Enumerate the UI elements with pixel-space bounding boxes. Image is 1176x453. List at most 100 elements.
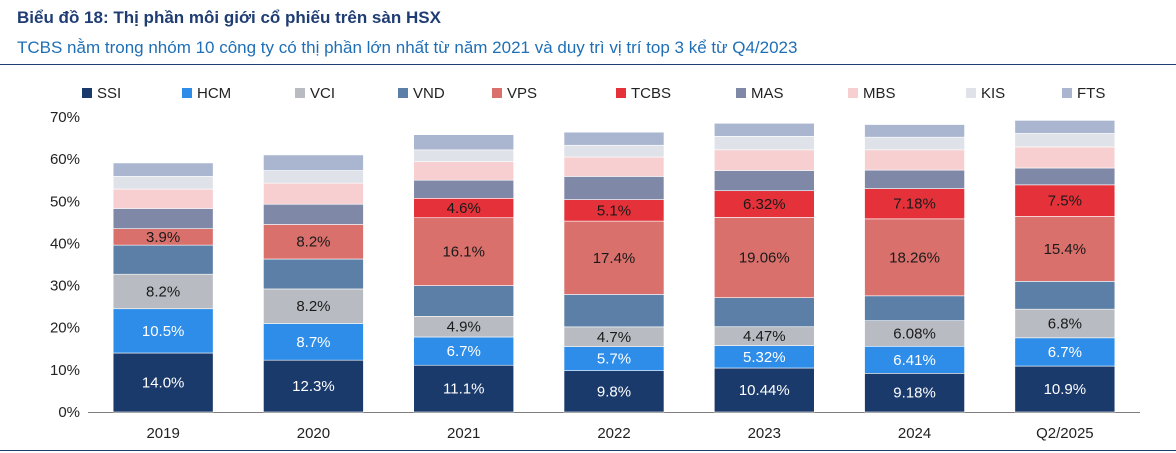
legend-label-vci: VCI [310,85,335,102]
legend-label-hcm: HCM [197,85,231,102]
bar-segment-fts [112,162,214,177]
footer-divider [0,450,1176,451]
x-tick-label: 2019 [146,425,179,442]
bar-segment-mbs [413,161,515,181]
data-label-ssi: 14.0% [142,375,185,392]
data-label-vci: 6.08% [893,325,936,342]
bar-segment-hcm [563,346,665,371]
data-label-vci: 4.9% [447,319,481,336]
y-tick-label: 70% [50,109,80,126]
bar-segment-hcm [112,308,214,354]
y-tick-label: 50% [50,193,80,210]
bar-segment-vps [413,217,515,286]
bar-segment-vnd [864,295,965,321]
legend-swatch-hcm [182,88,192,98]
x-tick-label: 2021 [447,425,480,442]
data-label-vci: 6.8% [1048,316,1082,333]
bar-segment-kis [1014,133,1116,148]
data-label-vps: 16.1% [442,244,485,261]
chart-subtitle: TCBS nằm trong nhóm 10 công ty có thị ph… [17,38,798,57]
bar-segment-mbs [263,182,364,205]
x-tick-label: 2023 [748,425,781,442]
bar-segment-kis [263,170,364,184]
x-tick-label: 2022 [597,425,630,442]
data-label-vci: 4.47% [743,328,786,345]
data-label-vps: 8.2% [296,234,330,251]
bar-segment-vnd [1014,281,1116,310]
bar-segment-mas [563,176,665,200]
legend-label-tcbs: TCBS [631,85,671,102]
bar-segment-hcm [1014,337,1116,367]
data-label-vci: 8.2% [146,283,180,300]
data-label-vci: 8.2% [296,298,330,315]
data-label-tcbs: 6.32% [743,196,786,213]
data-label-vps: 18.26% [889,249,940,266]
bar-segment-mas [413,179,515,199]
legend-swatch-vps [492,88,502,98]
bar-segment-ssi [112,352,214,413]
data-label-hcm: 6.41% [893,352,936,369]
bar-segment-vps [1014,216,1116,282]
x-tick-label: Q2/2025 [1036,425,1094,442]
bar-segment-fts [1014,120,1116,134]
stacked-bar-chart: SSI HCM VCI VND VPS TCBS MAS MBS KIS FTS 0% 10% 20% 3… [50,85,1140,442]
legend-label-vnd: VND [413,85,445,102]
data-label-tcbs: 4.6% [447,200,481,217]
bar-segment-vps [713,217,815,298]
bar-segment-ssi [413,364,515,413]
x-tick-label: 2024 [898,425,931,442]
legend-label-fts: FTS [1077,85,1105,102]
data-label-vps: 15.4% [1044,241,1087,258]
legend-swatch-kis [966,88,976,98]
y-tick-label: 40% [50,235,80,252]
legend-swatch-ssi [82,88,92,98]
legend-label-mas: MAS [751,85,784,102]
bar-segment-mas [1014,167,1116,186]
data-label-hcm: 5.7% [597,351,631,368]
legend-swatch-tcbs [616,88,626,98]
data-label-ssi: 12.3% [292,378,335,395]
legend-label-mbs: MBS [863,85,896,102]
data-label-tcbs: 5.1% [597,202,631,219]
bar-segment-fts [413,134,515,151]
bar-segment-tcbs [1014,184,1116,217]
bar-segment-vnd [563,294,665,328]
y-tick-label: 60% [50,151,80,168]
bar-segment-fts [563,131,665,146]
legend-swatch-fts [1062,88,1072,98]
bar-segment-vps [563,220,665,295]
legend-label-kis: KIS [981,85,1005,102]
bar-segment-vnd [263,258,364,290]
bar-segment-fts [864,124,965,138]
bar-segment-mas [112,208,214,229]
legend-swatch-mbs [848,88,858,98]
data-label-hcm: 8.7% [296,334,330,351]
y-tick-label: 30% [50,278,80,295]
data-label-tcbs: 7.18% [893,196,936,213]
data-label-vci: 4.7% [597,329,631,346]
legend-label-vps: VPS [507,85,537,102]
bar-segment-ssi [864,373,965,413]
header-divider [0,64,1176,65]
data-label-ssi: 11.1% [443,381,484,398]
bar-segment-kis [713,136,815,151]
y-tick-label: 10% [50,362,80,379]
bar-segment-hcm [263,323,364,361]
bar-segment-hcm [413,336,515,366]
legend-label-ssi: SSI [97,85,121,102]
bar-segment-vnd [413,285,515,317]
bar-segment-mbs [563,156,665,177]
bar-segment-vci [864,320,965,347]
bar-segment-kis [563,144,665,158]
bar-segment-mas [713,170,815,192]
data-label-hcm: 5.32% [743,349,786,366]
bar-segment-tcbs [864,188,965,220]
bar-segment-ssi [563,370,665,413]
data-label-hcm: 6.7% [447,343,481,360]
bar-segment-kis [112,176,214,190]
bar-segment-mbs [864,149,965,171]
bar-segment-vci [1014,308,1116,339]
data-label-ssi: 10.9% [1044,381,1087,398]
bar-segment-mbs [1014,146,1116,169]
legend-swatch-mas [736,88,746,98]
